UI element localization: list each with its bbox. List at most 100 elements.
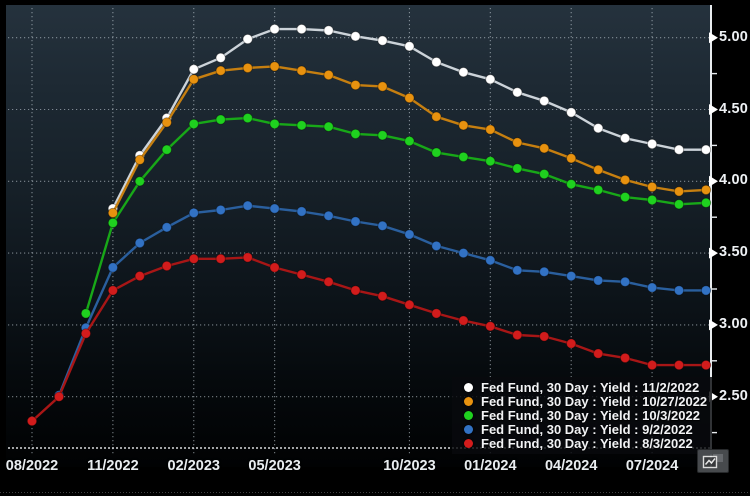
data-point: [323, 276, 334, 287]
data-point: [593, 123, 604, 134]
series-8-3-2022: [26, 252, 712, 427]
data-point: [296, 23, 307, 35]
data-point: [404, 135, 415, 147]
data-point: [377, 35, 388, 46]
data-point: [350, 216, 361, 227]
chart-window-icon: [702, 454, 723, 469]
legend-bullet-icon: [464, 382, 473, 392]
series-11-2-2022: [107, 23, 712, 214]
data-point: [458, 151, 469, 163]
data-point: [215, 253, 226, 264]
data-point: [80, 308, 92, 319]
data-point: [539, 331, 550, 342]
data-point: [215, 204, 226, 216]
data-point: [323, 121, 334, 132]
data-point: [377, 220, 388, 232]
data-point: [188, 118, 200, 130]
data-point: [593, 348, 604, 359]
data-point: [269, 23, 280, 35]
data-point: [188, 207, 200, 219]
series-9-2-2022: [53, 200, 712, 401]
data-point: [161, 222, 173, 233]
data-point: [566, 270, 577, 282]
legend-label: Fed Fund, 30 Day : Yield : 10/27/2022: [481, 393, 708, 409]
data-point: [458, 315, 469, 326]
data-point: [215, 65, 226, 76]
data-point: [296, 120, 307, 131]
data-point: [350, 31, 361, 42]
data-point: [242, 112, 253, 124]
data-point: [296, 206, 307, 217]
data-point: [107, 285, 119, 296]
data-point: [350, 285, 361, 296]
data-point: [619, 352, 631, 364]
x-tick-label: 07/2024: [625, 458, 679, 474]
y-tick-label: 3.00: [719, 315, 749, 332]
data-point: [539, 95, 550, 107]
data-point: [134, 154, 146, 166]
legend-label: Fed Fund, 30 Day : Yield : 11/2/2022: [481, 379, 700, 395]
y-tick-label: 5.00: [719, 28, 749, 45]
legend-item: Fed Fund, 30 Day : Yield : 10/3/2022: [452, 408, 712, 423]
data-point: [673, 285, 685, 296]
legend-bullet-icon: [464, 410, 473, 420]
x-tick-label: 08/2022: [5, 458, 59, 474]
data-point: [619, 276, 631, 287]
data-point: [512, 329, 523, 341]
data-point: [619, 174, 631, 186]
data-point: [646, 194, 658, 206]
series-10-3-2022: [80, 112, 712, 319]
data-point: [53, 391, 65, 402]
data-point: [377, 291, 388, 302]
data-point: [646, 282, 658, 293]
data-point: [80, 328, 92, 339]
data-point: [619, 191, 631, 203]
data-point: [269, 118, 280, 130]
data-point: [458, 120, 469, 131]
data-point: [134, 270, 146, 282]
x-tick-label: 01/2024: [464, 458, 517, 474]
data-point: [700, 184, 712, 196]
data-point: [539, 266, 550, 277]
data-point: [377, 81, 388, 92]
x-tick-label: 11/2022: [87, 458, 139, 474]
data-point: [566, 153, 577, 164]
data-point: [539, 168, 550, 180]
data-point: [188, 64, 200, 75]
data-point: [566, 338, 577, 349]
legend: Fed Fund, 30 Day : Yield : 11/2/2022 Fed …: [452, 377, 712, 454]
data-point: [377, 130, 388, 141]
x-tick-label: 05/2023: [248, 458, 301, 474]
data-point: [700, 285, 712, 296]
data-point: [242, 200, 253, 211]
data-point: [673, 186, 685, 197]
data-point: [269, 61, 280, 72]
data-point: [188, 74, 200, 85]
data-point: [512, 265, 523, 276]
legend-bullet-icon: [464, 425, 473, 435]
expand-chart-button[interactable]: [697, 449, 729, 473]
data-point: [485, 255, 496, 266]
data-point: [26, 415, 38, 427]
legend-bullet-icon: [464, 396, 473, 406]
y-tick-label: 2.50: [719, 387, 749, 404]
data-point: [404, 92, 415, 104]
legend-label: Fed Fund, 30 Day : Yield : 9/2/2022: [481, 422, 693, 438]
data-point: [431, 56, 442, 68]
data-point: [673, 359, 685, 371]
data-point: [134, 237, 146, 249]
data-point: [673, 144, 685, 155]
series-10-27-2022: [107, 61, 712, 219]
data-point: [485, 74, 496, 85]
data-point: [431, 147, 442, 158]
x-tick-label: 10/2023: [383, 458, 436, 474]
data-point: [458, 247, 469, 259]
data-point: [242, 252, 253, 263]
data-point: [700, 144, 712, 155]
data-point: [458, 67, 469, 78]
legend-bullet-icon: [464, 439, 473, 449]
data-point: [323, 69, 334, 81]
data-point: [404, 41, 415, 52]
